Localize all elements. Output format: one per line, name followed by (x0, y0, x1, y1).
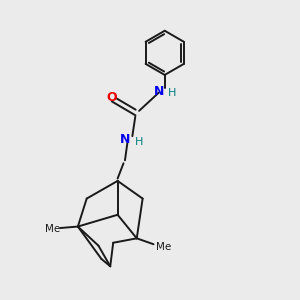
Text: Me: Me (156, 242, 171, 252)
Text: N: N (154, 85, 165, 98)
Text: N: N (120, 133, 131, 146)
Text: H: H (135, 137, 143, 147)
Text: H: H (168, 88, 176, 98)
Text: O: O (106, 92, 117, 104)
Text: Me: Me (45, 224, 61, 235)
